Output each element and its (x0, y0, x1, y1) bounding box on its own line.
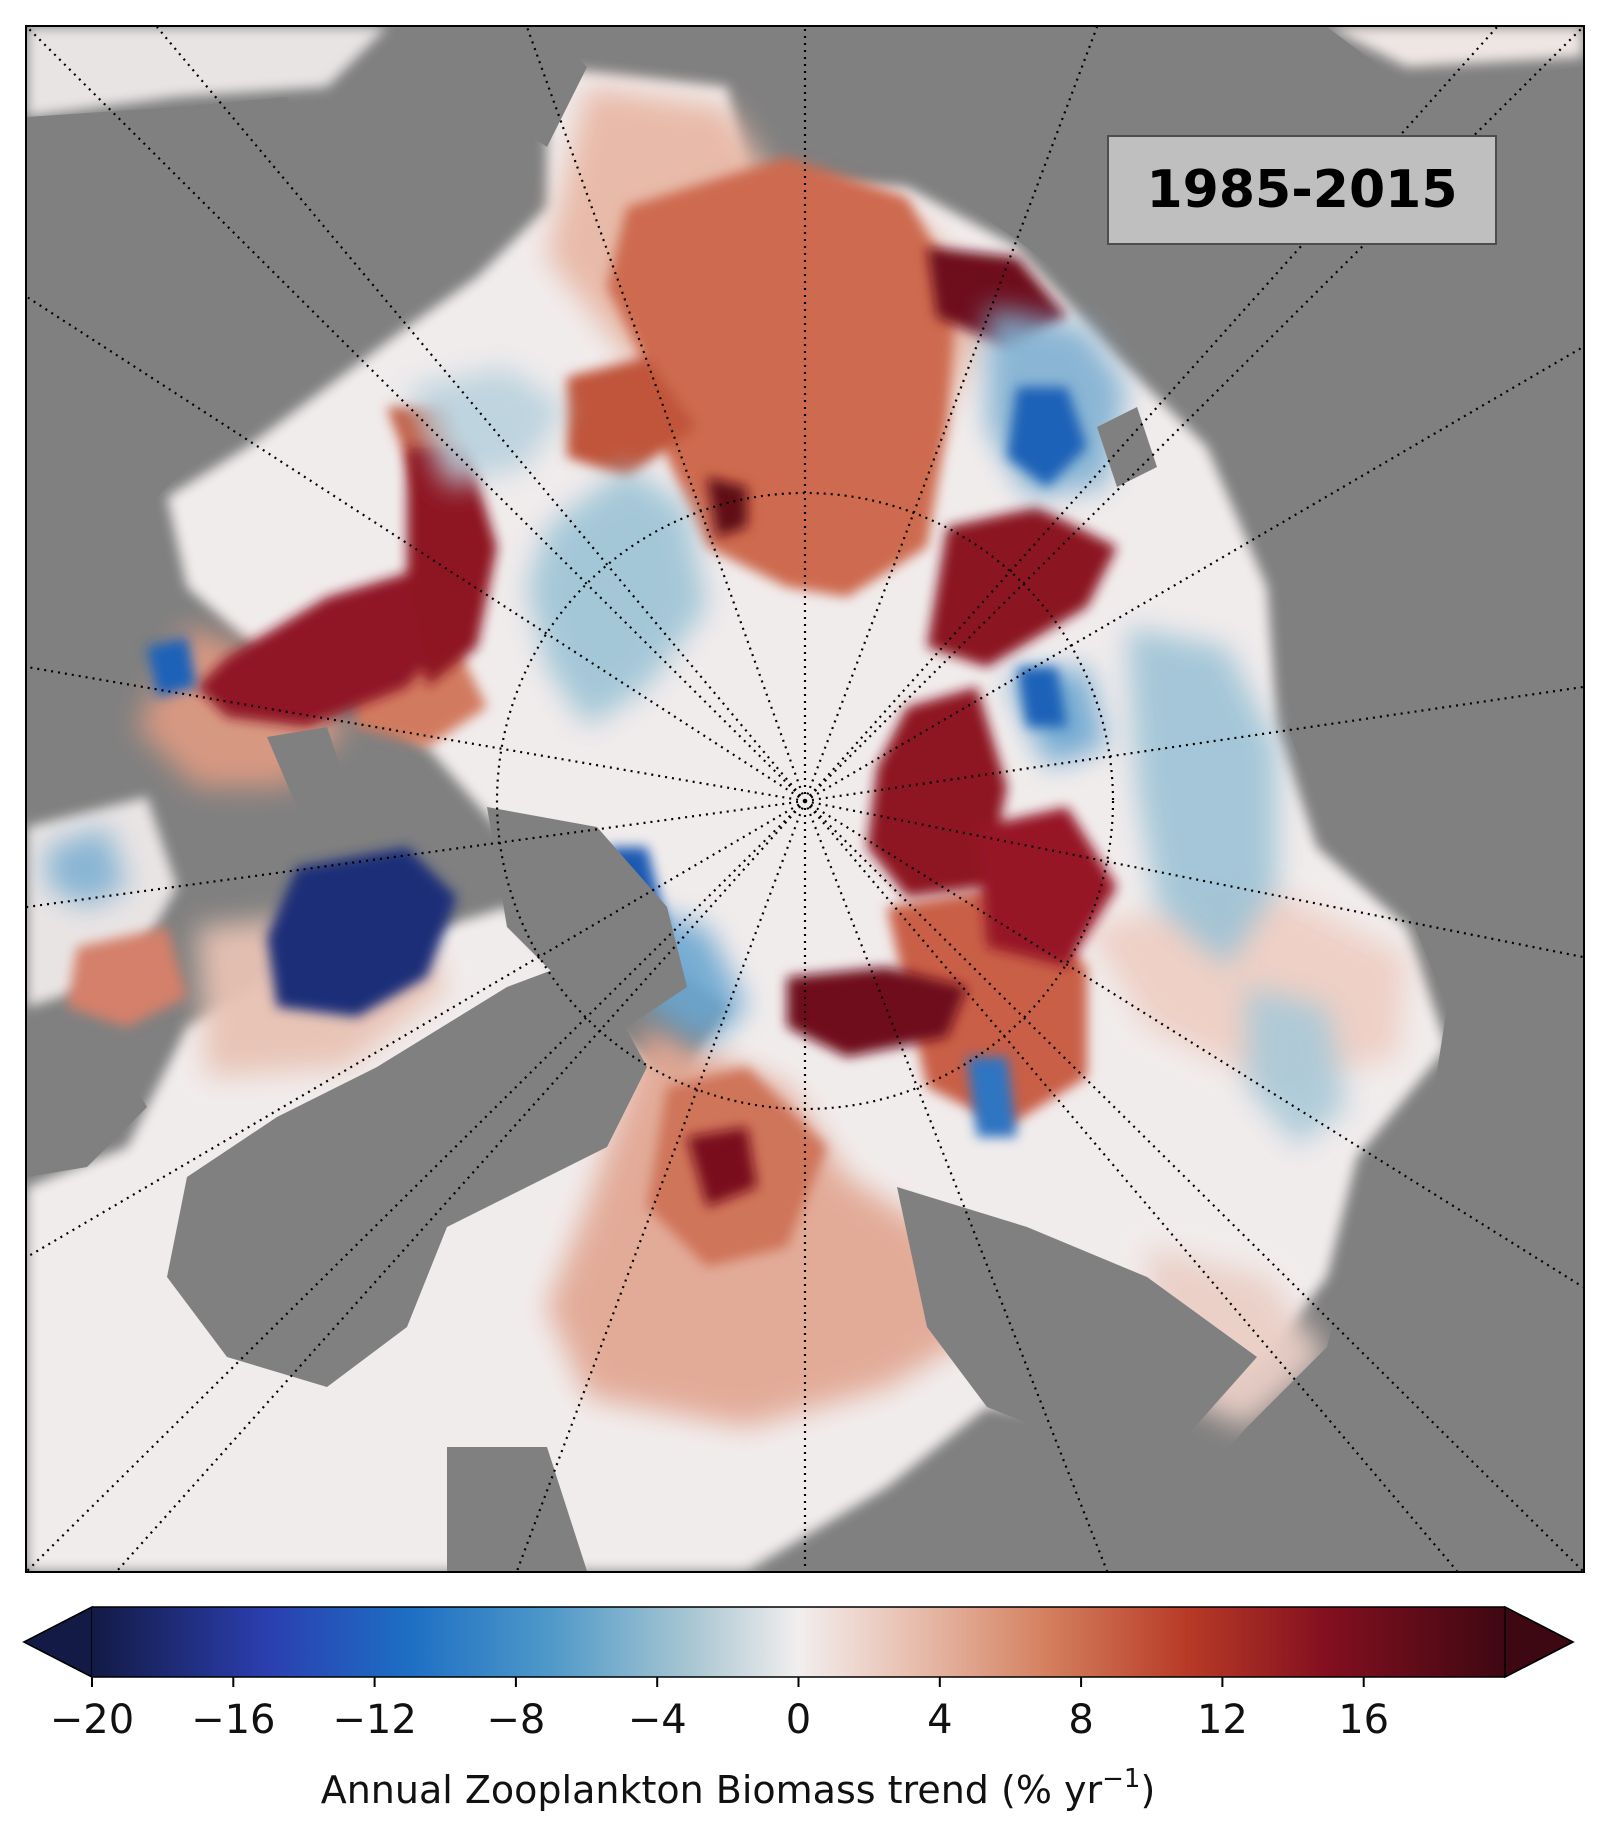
colorbar-ticks: −20 −16 −12 −8 −4 0 4 8 12 16 (50, 1677, 1389, 1743)
meridian-line (804, 800, 1583, 1288)
colorbar-extend-low (22, 1605, 93, 1679)
meridian-line (803, 27, 1099, 802)
meridian-line (804, 27, 1583, 802)
land-novaya-zemlya (1097, 407, 1157, 487)
colorbar-label-superscript: −1 (1102, 1764, 1140, 1794)
colorbar-tick-label: 8 (1068, 1697, 1093, 1743)
land-alaska (27, 97, 327, 367)
colorbar-tick-label: −12 (332, 1697, 416, 1743)
meridian-line (804, 346, 1583, 802)
meridian-line (27, 800, 806, 1571)
dark-red-regions (197, 247, 1117, 1207)
colorbar-outline (22, 1606, 1575, 1678)
colorbar: −20 −16 −12 −8 −4 0 4 8 12 16 Annual Zooplankton … (22, 1605, 1575, 1812)
colorbar-tick-label: −8 (486, 1697, 545, 1743)
land-russia-west (1177, 587, 1583, 1571)
meridian-line (27, 27, 806, 802)
colorbar-tick-label: 16 (1338, 1697, 1389, 1743)
land-scandinavia (897, 1187, 1257, 1447)
land-baffin-isl (267, 727, 347, 807)
colorbar-label-text: Annual Zooplankton Biomass trend (% yr (321, 1768, 1103, 1812)
land-sweden (1027, 1367, 1167, 1507)
land-chukotka-tip (487, 27, 587, 147)
period-label-box: 1985-2015 (1107, 135, 1497, 245)
meridian-line (156, 27, 806, 802)
meridian-line (804, 800, 1583, 1571)
colorbar-tick-label: 4 (927, 1697, 952, 1743)
period-label: 1985-2015 (1146, 160, 1458, 220)
land-ellesmere (487, 807, 687, 1027)
light-blue-regions (47, 307, 1347, 1147)
colorbar-label: Annual Zooplankton Biomass trend (% yr−1… (321, 1764, 1156, 1812)
colorbar-tick-label: −16 (191, 1697, 275, 1743)
graticule (27, 27, 1583, 1571)
meridian-line (804, 685, 1583, 803)
colorbar-tick-label: −4 (628, 1697, 687, 1743)
land-greenland (167, 957, 647, 1387)
colorbar-tick-label: 12 (1197, 1697, 1248, 1743)
map-panel: 1985-2015 (25, 25, 1585, 1573)
colorbar-tick-label: 0 (786, 1697, 811, 1743)
meridian-line (803, 800, 1109, 1571)
meridian-line (804, 800, 1458, 1571)
meridian-line (27, 296, 806, 802)
colorbar-extend-high (1504, 1605, 1575, 1679)
land-yukon (27, 327, 207, 547)
colorbar-body (92, 1607, 1505, 1677)
meridian-line (27, 799, 806, 909)
arctic-map (27, 27, 1583, 1571)
meridian-line (804, 27, 1498, 802)
colorbar-tick-label: −20 (50, 1697, 134, 1743)
land-labrador (27, 1027, 147, 1177)
land-masses (27, 27, 1583, 1571)
colorbar-label-close: ) (1140, 1768, 1155, 1812)
